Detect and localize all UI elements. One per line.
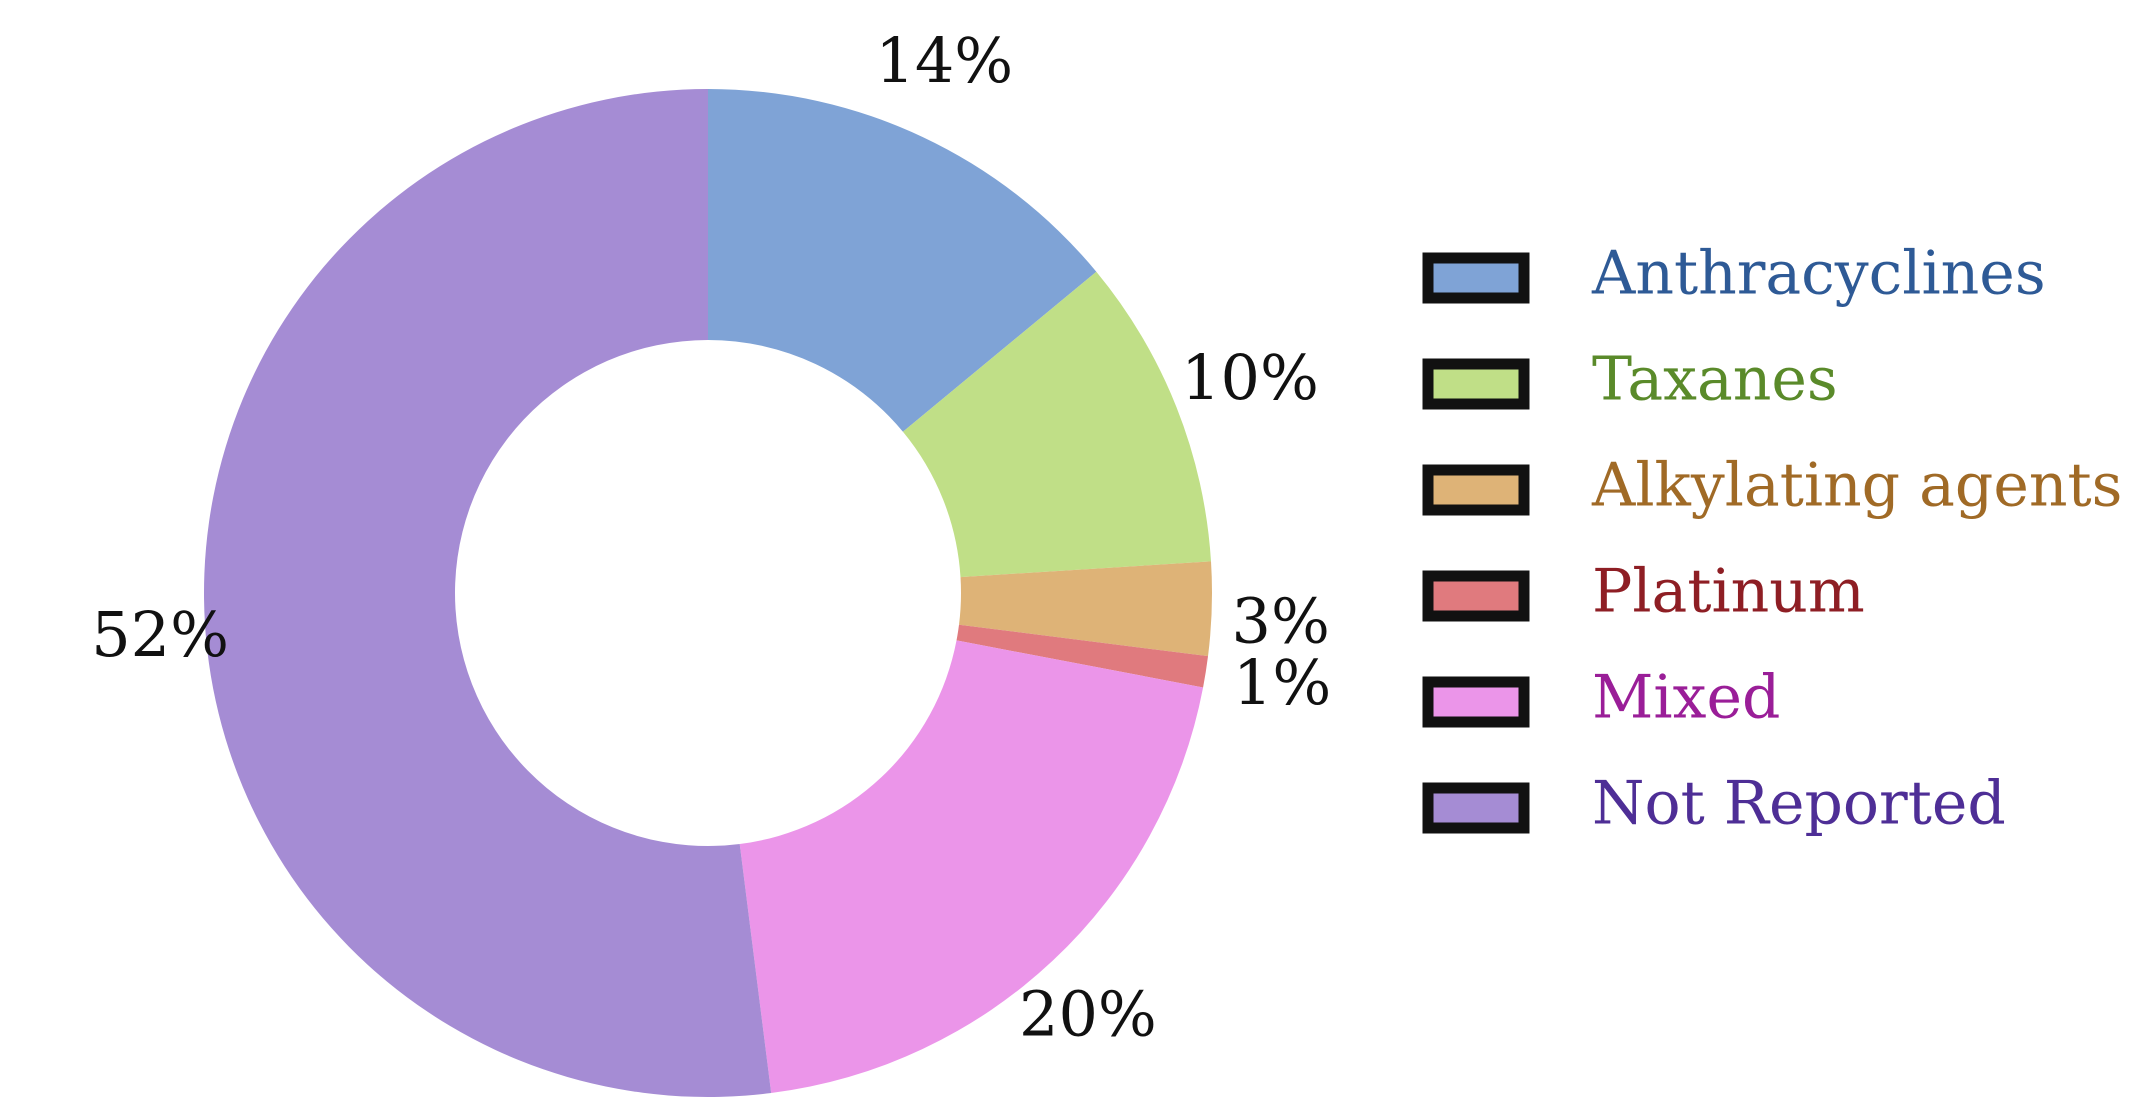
legend-label-mixed: Mixed: [1592, 663, 1780, 733]
legend-label-taxanes: Taxanes: [1592, 345, 1838, 415]
percent-label-alkylating-agents: 3%: [1232, 585, 1330, 658]
legend-item-mixed: Mixed: [1422, 663, 1780, 733]
slice-platinum: [956, 624, 1209, 688]
percent-label-mixed: 20%: [1019, 978, 1157, 1051]
slice-alkylating-agents: [959, 561, 1212, 657]
slice-taxanes: [902, 271, 1212, 578]
legend-label-anthracyclines: Anthracyclines: [1591, 239, 2046, 309]
legend-swatch-taxanes: [1422, 358, 1530, 410]
legend-item-not-reported: Not Reported: [1422, 769, 2006, 839]
slice-mixed: [739, 640, 1204, 1094]
percent-labels-group: 14% 10% 3%1% 20% 52%: [91, 24, 1331, 1051]
percent-label-taxanes: 10%: [1181, 341, 1319, 414]
legend-swatch-anthracyclines: [1422, 252, 1530, 304]
legend-label-not-reported: Not Reported: [1592, 769, 2006, 839]
slice-anthracyclines: [708, 89, 1097, 432]
percent-label-anthracyclines: 14%: [875, 24, 1013, 97]
slice-not-reported: [204, 89, 772, 1097]
legend-item-taxanes: Taxanes: [1422, 345, 1838, 415]
percent-label-not-reported: 52%: [91, 598, 229, 671]
legend: Anthracyclines Taxanes Alkylating agents Pl…: [1422, 239, 2122, 839]
slices-group: [204, 89, 1212, 1097]
legend-swatch-platinum: [1422, 570, 1530, 622]
legend-swatch-mixed: [1422, 676, 1530, 728]
legend-label-alkylating-agents: Alkylating agents: [1591, 451, 2122, 521]
legend-item-platinum: Platinum: [1422, 557, 1865, 627]
legend-item-alkylating-agents: Alkylating agents: [1422, 451, 2122, 521]
legend-label-platinum: Platinum: [1592, 557, 1865, 627]
legend-swatch-alkylating-agents: [1422, 464, 1530, 516]
legend-swatch-not-reported: [1422, 782, 1530, 834]
percent-label-platinum: 1%: [1233, 646, 1331, 719]
legend-item-anthracyclines: Anthracyclines: [1422, 239, 2046, 309]
